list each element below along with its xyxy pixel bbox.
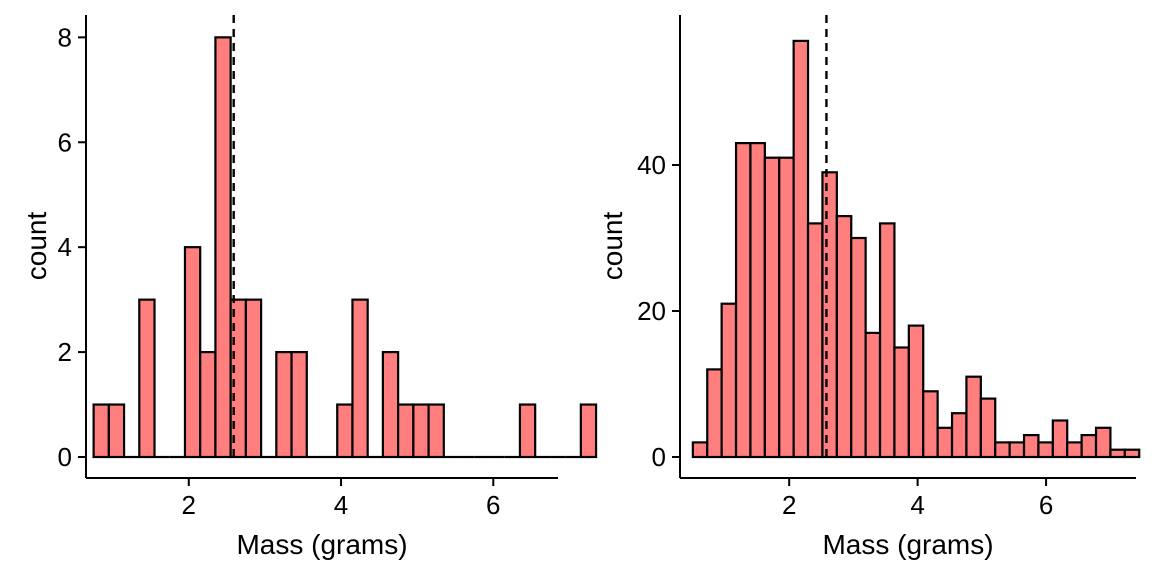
- histogram-bar: [706, 368, 723, 459]
- histogram-bar: [994, 441, 1011, 459]
- histogram-bar: [950, 412, 968, 459]
- histogram-bar: [850, 236, 867, 459]
- histogram-bar: [351, 298, 369, 459]
- x-tick-label: 6: [486, 490, 500, 520]
- y-tick-label: 2: [58, 337, 72, 367]
- histogram-bar: [734, 142, 752, 459]
- histogram-bar: [427, 403, 445, 459]
- histogram-bar: [107, 403, 126, 459]
- histogram-bar: [878, 222, 896, 459]
- histogram-bar: [720, 302, 738, 459]
- histogram-bar: [1109, 448, 1126, 459]
- y-tick-label: 40: [637, 150, 666, 180]
- histogram-bar: [381, 350, 400, 459]
- histogram-bar: [763, 156, 781, 459]
- histogram-panel-right: 0 20 40 2 4 6 Mass (grams) count: [597, 15, 1141, 560]
- histogram-bar: [1066, 441, 1083, 459]
- histogram-bar: [518, 403, 537, 459]
- histogram-bar: [749, 142, 766, 459]
- y-tick-label: 4: [58, 232, 72, 262]
- histogram-bar: [138, 298, 156, 459]
- histogram-bar: [1080, 434, 1098, 459]
- histogram-bar: [922, 390, 939, 459]
- x-tick-label: 4: [334, 490, 348, 520]
- x-tick-label: 2: [782, 490, 796, 520]
- bars: [92, 36, 598, 459]
- histogram-bar: [92, 403, 110, 459]
- histogram-bar: [907, 324, 925, 459]
- histogram-bar: [290, 350, 308, 459]
- histogram-bar: [691, 441, 709, 459]
- histogram-bar: [979, 397, 997, 459]
- histogram-bar: [1123, 448, 1141, 459]
- histogram-bar: [244, 298, 263, 459]
- y-tick-label: 0: [652, 442, 666, 472]
- x-tick-label: 6: [1039, 490, 1053, 520]
- histogram-panel-left: 0 2 4 6 8 2 4 6 Mass (grams) count: [21, 15, 598, 560]
- y-tick-label: 6: [58, 127, 72, 157]
- histogram-bar: [835, 215, 853, 459]
- y-tick-label: 0: [58, 442, 72, 472]
- x-axis-title: Mass (grams): [236, 529, 407, 560]
- histogram-bar: [792, 39, 810, 459]
- x-tick-label: 4: [910, 490, 924, 520]
- histogram-bar: [1051, 419, 1069, 459]
- y-axis-title: count: [21, 212, 52, 281]
- histogram-bar: [1008, 441, 1026, 459]
- histogram-bar: [579, 403, 598, 459]
- histogram-bar: [806, 222, 824, 459]
- histogram-bar: [397, 403, 415, 459]
- x-tick-label: 2: [182, 490, 196, 520]
- histogram-bar: [412, 403, 430, 459]
- histogram-bar: [275, 350, 293, 459]
- histogram-bar: [864, 331, 882, 459]
- histogram-bar: [821, 171, 838, 459]
- histogram-bar: [778, 156, 795, 459]
- histogram-bar: [336, 403, 354, 459]
- histogram-bar: [199, 350, 217, 459]
- y-tick-label: 20: [637, 296, 666, 326]
- histogram-bar: [183, 246, 202, 459]
- bars: [691, 39, 1141, 459]
- histogram-bar: [936, 426, 954, 459]
- histogram-bar: [1037, 441, 1054, 459]
- histogram-bar: [214, 36, 232, 459]
- histogram-bar: [893, 346, 910, 459]
- histogram-bar: [1094, 426, 1112, 459]
- histogram-bar: [965, 375, 982, 459]
- y-tick-label: 8: [58, 22, 72, 52]
- x-axis-title: Mass (grams): [822, 529, 993, 560]
- y-axis-title: count: [597, 212, 628, 281]
- histogram-bar: [1022, 434, 1040, 459]
